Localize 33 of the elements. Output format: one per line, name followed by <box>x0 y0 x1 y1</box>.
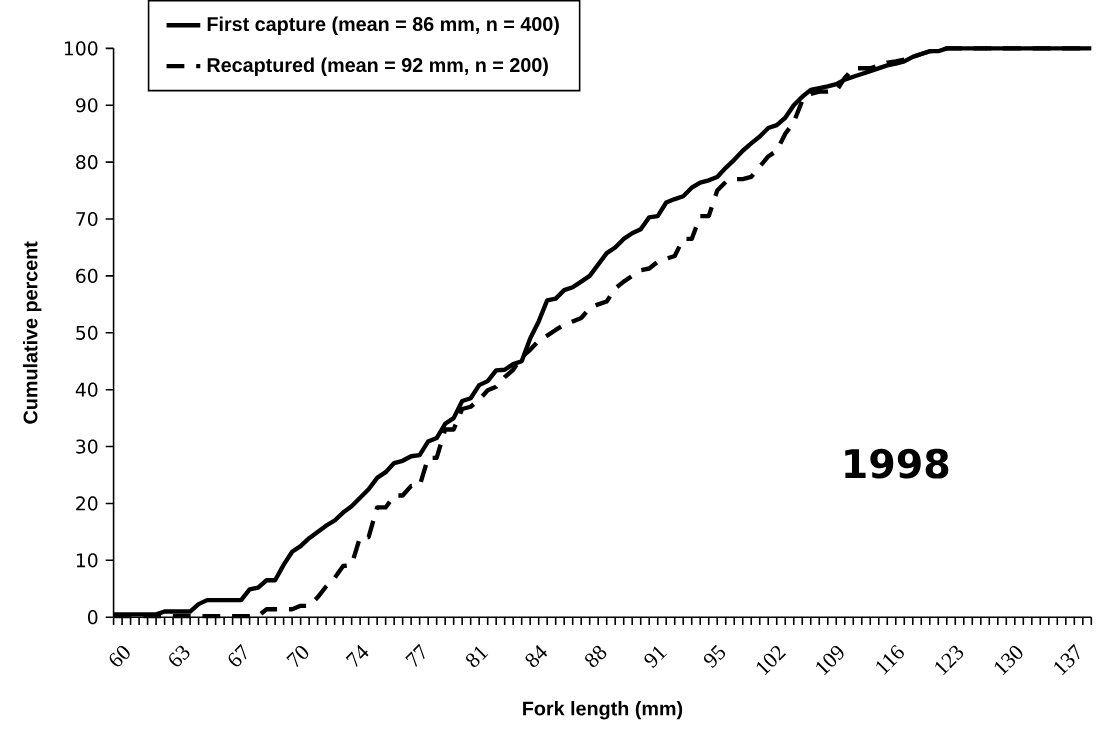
x-tick-label: 77 <box>405 644 425 668</box>
x-tick-label: 137 <box>1054 644 1080 676</box>
y-tick-label: 40 <box>75 382 98 398</box>
y-tick-label: 10 <box>76 553 98 568</box>
x-tick-label: 95 <box>703 645 726 669</box>
x-tick-label: 123 <box>935 646 964 676</box>
legend-label: Recaptured (mean = 92 mm, n = 200) <box>207 57 548 77</box>
x-tick-label: 74 <box>345 645 369 668</box>
x-tick-label: 81 <box>466 646 489 668</box>
x-axis-title: Fork length (mm) <box>523 701 683 720</box>
x-tick-label: 60 <box>109 646 130 667</box>
x-tick-label: 70 <box>286 646 309 668</box>
x-tick-label: 88 <box>585 645 607 668</box>
y-tick-label: 30 <box>76 439 98 454</box>
x-tick-label: 109 <box>816 646 844 676</box>
y-tick-label: 60 <box>76 269 98 284</box>
y-tick-label: 100 <box>64 41 98 56</box>
x-tick-label: 63 <box>169 646 190 667</box>
y-tick-label: 0 <box>88 610 98 625</box>
y-tick-label: 20 <box>76 496 98 511</box>
y-tick-label: 50 <box>76 325 98 341</box>
annotation: 1998 <box>845 448 949 479</box>
y-tick-label: 90 <box>75 98 98 113</box>
x-tick-label: 84 <box>525 645 548 668</box>
legend-label: First capture (mean = 86 mm, n = 400) <box>207 16 559 36</box>
y-tick-label: 70 <box>76 212 98 227</box>
y-axis-title: Cumulative percent <box>23 241 42 424</box>
x-tick-label: 67 <box>228 644 247 667</box>
x-tick-label: 91 <box>644 646 667 669</box>
x-tick-label: 116 <box>876 644 904 675</box>
x-tick-label: 102 <box>756 646 786 676</box>
y-tick-label: 80 <box>76 155 98 170</box>
x-tick-label: 130 <box>994 646 1023 676</box>
